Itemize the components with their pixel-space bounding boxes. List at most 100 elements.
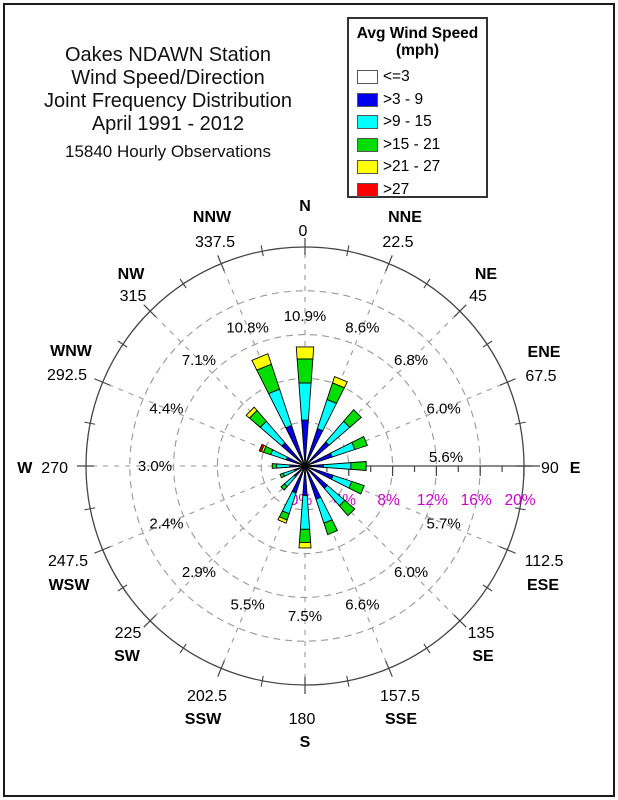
chart-title-block: Oakes NDAWN Station Wind Speed/Direction… bbox=[12, 44, 324, 163]
title-line-4: April 1991 - 2012 bbox=[91, 113, 245, 135]
petal-segment-SSW bbox=[277, 516, 288, 524]
direction-degree-label: 67.5 bbox=[525, 368, 556, 385]
legend-item-label: >21 - 27 bbox=[383, 158, 441, 176]
petal-segment-N bbox=[295, 346, 315, 360]
direction-name-label: NW bbox=[118, 266, 146, 283]
petal-segment-NE bbox=[325, 420, 351, 446]
direction-name-label: SSE bbox=[385, 711, 417, 728]
ring-tick-minor bbox=[482, 340, 493, 348]
legend-swatch-icon bbox=[357, 92, 378, 107]
ring-tick-minor bbox=[84, 421, 96, 425]
ring-tick-major bbox=[217, 660, 225, 677]
direction-degree-label: 225 bbox=[115, 625, 142, 642]
ring-tick-minor bbox=[117, 340, 128, 348]
ring-tick-major bbox=[143, 614, 157, 628]
legend-swatch-icon bbox=[357, 182, 378, 197]
petal-segment-NNW bbox=[251, 353, 272, 371]
legend-item-label: >3 - 9 bbox=[383, 90, 424, 108]
direction-total-label: 6.6% bbox=[345, 597, 379, 614]
direction-name-label: N bbox=[299, 198, 311, 215]
ring-tick-minor bbox=[423, 278, 431, 289]
direction-total-label: 7.5% bbox=[288, 608, 322, 625]
direction-degree-label: 45 bbox=[469, 288, 487, 305]
petal-segment-NW bbox=[259, 420, 286, 447]
legend-item-label: >9 - 15 bbox=[383, 113, 432, 131]
ring-tick-minor bbox=[346, 675, 350, 687]
radial-axis-label: 12% bbox=[417, 492, 448, 509]
petal-segment-SSE bbox=[315, 496, 333, 524]
ring-tick-minor bbox=[514, 507, 526, 511]
direction-total-label: 6.0% bbox=[426, 401, 460, 418]
direction-total-label: 6.8% bbox=[394, 352, 428, 369]
ring-tick-minor bbox=[179, 643, 187, 654]
ring-tick-major bbox=[385, 255, 393, 272]
petal-segment-W bbox=[271, 463, 278, 469]
ring-tick-minor bbox=[260, 675, 264, 687]
legend-row: >27 bbox=[357, 179, 486, 202]
radial-axis-label: 20% bbox=[504, 492, 535, 509]
legend-item-label: >15 - 21 bbox=[383, 135, 441, 153]
radial-axis-label: 8% bbox=[377, 492, 400, 509]
petal-segment-WNW bbox=[258, 443, 265, 453]
direction-total-label: 5.5% bbox=[230, 597, 264, 614]
ring-tick-minor bbox=[260, 245, 264, 257]
petal-segment-SE bbox=[338, 499, 356, 517]
direction-degree-label: 247.5 bbox=[48, 553, 88, 570]
direction-name-label: NNW bbox=[193, 209, 232, 226]
petal-segment-ENE bbox=[351, 435, 368, 451]
petal-segment-WSW bbox=[279, 472, 286, 479]
direction-total-label: 7.1% bbox=[182, 352, 216, 369]
petal-segment-WNW bbox=[270, 449, 288, 461]
petal-segment-ESE bbox=[348, 480, 365, 495]
ring-tick-minor bbox=[117, 584, 128, 592]
petal-segment-NNW bbox=[267, 388, 293, 429]
direction-degree-label: 337.5 bbox=[195, 234, 235, 251]
legend-swatch-icon bbox=[357, 70, 378, 85]
legend-title: Avg Wind Speed (mph) bbox=[349, 25, 486, 59]
direction-total-label: 6.0% bbox=[394, 564, 428, 581]
legend-row: >21 - 27 bbox=[357, 156, 486, 179]
petal-segment-S bbox=[298, 528, 312, 543]
petal-segment-SW bbox=[280, 483, 288, 491]
direction-degree-label: 157.5 bbox=[380, 688, 420, 705]
ring-tick-minor bbox=[84, 507, 96, 511]
petal-segment-S bbox=[298, 541, 312, 549]
petal-segment-NNE bbox=[316, 398, 338, 432]
radial-axis-label: 16% bbox=[461, 492, 492, 509]
direction-total-label: 5.7% bbox=[426, 515, 460, 532]
petal-segment-W bbox=[276, 463, 291, 469]
ring-tick-minor bbox=[514, 421, 526, 425]
direction-label-W: W 270 bbox=[17, 460, 68, 477]
ring-tick-major bbox=[453, 304, 467, 318]
legend-row: <=3 bbox=[357, 66, 486, 89]
ring-tick-major bbox=[94, 378, 111, 386]
ring-tick-major bbox=[499, 378, 516, 386]
direction-degree-label: 315 bbox=[120, 288, 147, 305]
ring-tick-minor bbox=[482, 584, 493, 592]
ring-tick-major bbox=[94, 546, 111, 554]
direction-total-label: 10.8% bbox=[226, 319, 269, 336]
ring-tick-minor bbox=[179, 278, 187, 289]
direction-degree-label: 202.5 bbox=[187, 688, 227, 705]
direction-degree-label: 180 bbox=[289, 711, 316, 728]
direction-total-label: 2.9% bbox=[182, 564, 216, 581]
rose-center-dot bbox=[302, 463, 308, 469]
direction-degree-label: 22.5 bbox=[382, 234, 413, 251]
legend-row: >9 - 15 bbox=[357, 111, 486, 134]
legend-box: Avg Wind Speed (mph) <=3 >3 - 9 >9 - 15 >15… bbox=[347, 17, 488, 198]
direction-name-label: NNE bbox=[388, 209, 422, 226]
legend-title-line2: (mph) bbox=[395, 42, 440, 59]
ring-tick-minor bbox=[423, 643, 431, 654]
ring-tick-major bbox=[453, 614, 467, 628]
direction-degree-label: 135 bbox=[468, 625, 495, 642]
legend-row: >3 - 9 bbox=[357, 89, 486, 112]
direction-name-label: WNW bbox=[50, 343, 93, 360]
title-line-2: Wind Speed/Direction bbox=[71, 67, 265, 89]
petal-segment-NNE bbox=[331, 375, 348, 389]
petal-segment-NE bbox=[343, 408, 363, 428]
direction-name-label: SSW bbox=[185, 711, 222, 728]
direction-total-label: 10.9% bbox=[284, 308, 327, 325]
ring-tick-major bbox=[385, 660, 393, 677]
